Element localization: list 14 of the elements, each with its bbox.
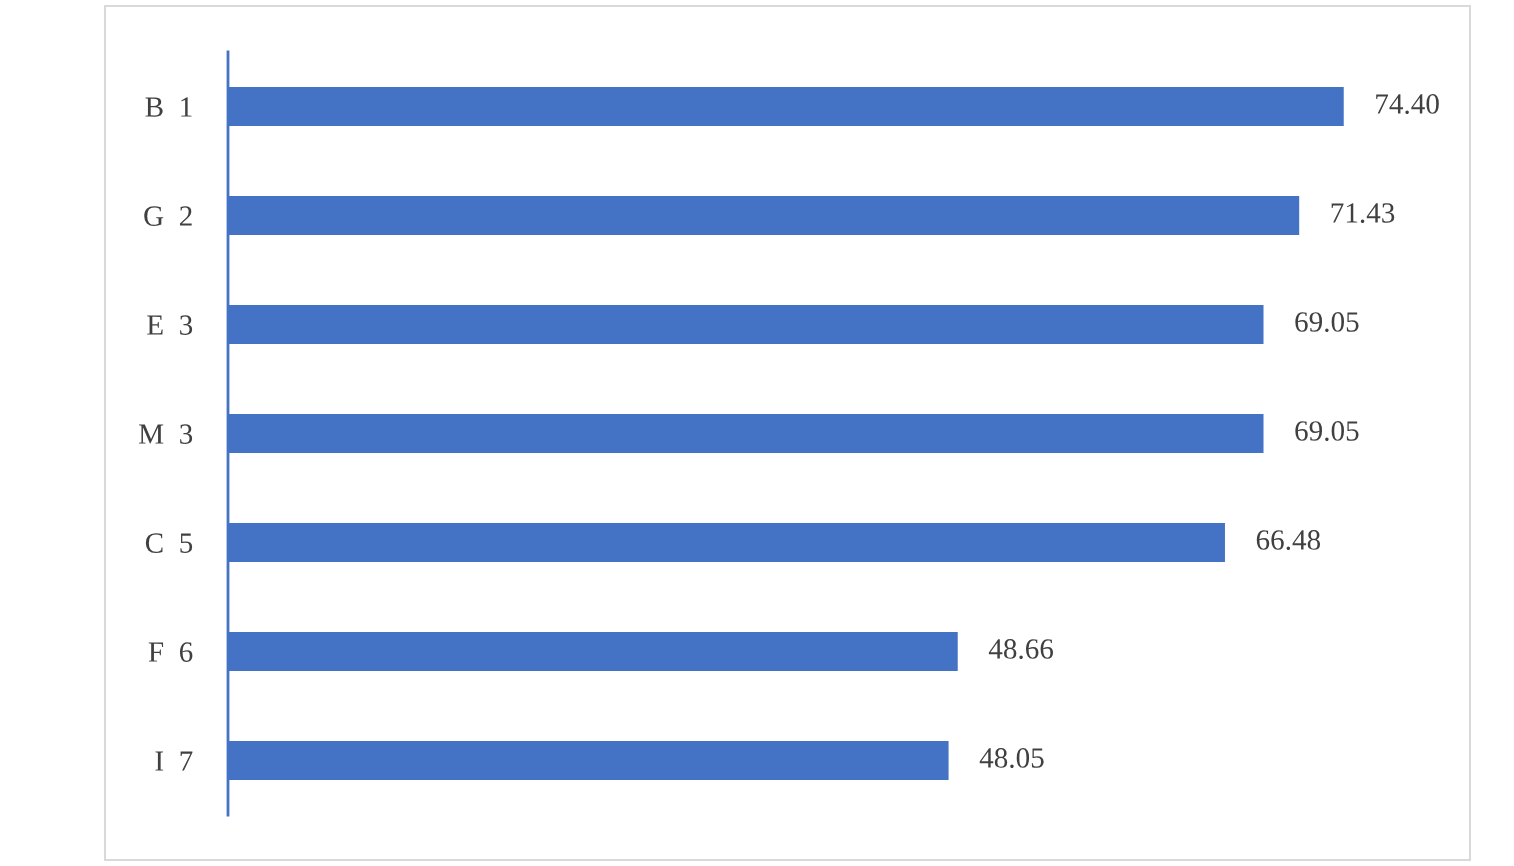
y-tick-label: M 3	[139, 424, 193, 444]
y-tick-label: B 1	[145, 97, 192, 117]
data-label: 48.05	[979, 748, 1044, 768]
data-label: 71.43	[1331, 203, 1395, 223]
y-tick-label: I 7	[155, 751, 193, 771]
data-label: 69.05	[1295, 312, 1359, 332]
data-label: 48.66	[988, 639, 1054, 659]
y-tick-label: G 2	[144, 206, 192, 226]
data-label: 66.48	[1256, 530, 1321, 550]
y-tick-label: F 6	[148, 642, 193, 662]
y-tick-label: E 3	[147, 315, 193, 335]
data-label: 74.40	[1376, 94, 1439, 114]
data-label: 69.05	[1295, 421, 1359, 441]
y-tick-label: C 5	[145, 533, 193, 553]
